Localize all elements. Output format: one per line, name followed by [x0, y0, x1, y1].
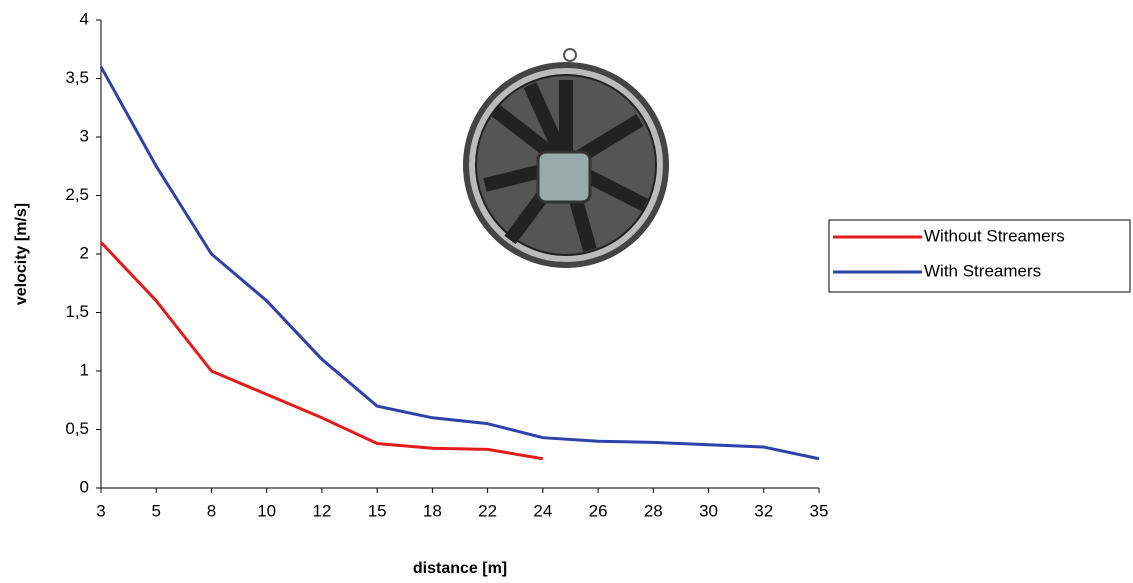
- y-tick-label: 0: [80, 477, 89, 496]
- x-tick-label: 24: [533, 501, 552, 520]
- x-tick-label: 26: [589, 501, 608, 520]
- x-tick-label: 12: [312, 501, 331, 520]
- y-tick-label: 3,5: [65, 68, 89, 87]
- y-tick-label: 3: [80, 126, 89, 145]
- y-tick-label: 1,5: [65, 302, 89, 321]
- series-line: [99, 66, 820, 461]
- x-tick-label: 32: [754, 501, 773, 520]
- y-tick-label: 1: [80, 360, 89, 379]
- x-tick-label: 28: [644, 501, 663, 520]
- x-tick-label: 35: [810, 501, 829, 520]
- y-tick-label: 2: [80, 243, 89, 262]
- y-axis-title: velocity [m/s]: [13, 203, 30, 305]
- x-tick-label: 10: [257, 501, 276, 520]
- x-axis-title: distance [m]: [413, 560, 507, 577]
- x-tick-label: 5: [151, 501, 160, 520]
- x-tick-label: 30: [699, 501, 718, 520]
- x-tick-label: 18: [423, 501, 442, 520]
- x-tick-label: 15: [368, 501, 387, 520]
- y-tick-label: 4: [80, 9, 89, 28]
- y-tick-label: 0,5: [65, 419, 89, 438]
- legend-label: With Streamers: [924, 261, 1041, 280]
- legend-label: Without Streamers: [924, 226, 1065, 245]
- y-tick-label: 2,5: [65, 185, 89, 204]
- x-tick-label: 3: [96, 501, 105, 520]
- x-tick-label: 22: [478, 501, 497, 520]
- series-line: [99, 241, 544, 461]
- legend: [828, 219, 1131, 293]
- fan-illustration: [463, 48, 669, 268]
- x-tick-label: 8: [207, 501, 216, 520]
